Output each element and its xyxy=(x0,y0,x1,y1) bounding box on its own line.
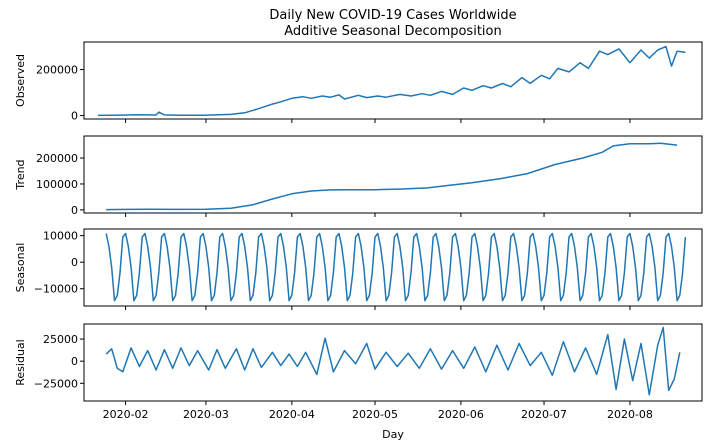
seasonal-ytick-label: 10000 xyxy=(43,230,78,243)
residual-line xyxy=(105,326,681,396)
trend-line xyxy=(106,142,678,211)
xtick-label: 2020-06 xyxy=(438,408,484,421)
seasonal-frame xyxy=(83,228,703,307)
seasonal-line xyxy=(105,232,687,302)
xtick-label: 2020-07 xyxy=(521,408,567,421)
xtick-label: 2020-05 xyxy=(352,408,398,421)
panel-observed: 0 200000 Observed xyxy=(14,41,703,123)
panel-seasonal: −10000 0 10000 Seasonal xyxy=(14,228,703,310)
panels-group: 0200000Observed0100000200000Trend−100000… xyxy=(14,41,703,405)
x-axis: 2020-02 2020-03 2020-04 2020-05 2020-06 2020-… xyxy=(103,408,653,421)
seasonal-ytick-label: −10000 xyxy=(34,283,78,296)
panel-residual: −25000 0 25000 Residual xyxy=(14,323,703,405)
observed-ytick-label: 0 xyxy=(71,110,78,123)
residual-ytick-label: 25000 xyxy=(43,333,78,346)
xtick-label: 2020-03 xyxy=(183,408,229,421)
observed-ytick-label: 200000 xyxy=(36,64,78,77)
chart-subtitle: Additive Seasonal Decomposition xyxy=(284,24,501,39)
trend-ytick-label: 100000 xyxy=(36,178,78,191)
residual-ytick-label: 0 xyxy=(71,355,78,368)
xtick-label: 2020-08 xyxy=(607,408,653,421)
seasonal-ylabel: Seasonal xyxy=(14,243,27,293)
observed-frame xyxy=(83,41,703,120)
chart-title: Daily New COVID-19 Cases Worldwide xyxy=(269,8,516,23)
residual-ytick-label: −25000 xyxy=(34,377,78,390)
trend-ylabel: Trend xyxy=(14,159,27,190)
panel-trend: 0 100000 200000 Trend xyxy=(14,135,703,217)
trend-ytick-label: 0 xyxy=(71,204,78,217)
residual-frame xyxy=(83,323,703,402)
trend-frame xyxy=(83,135,703,214)
x-axis-label: Day xyxy=(382,428,404,441)
seasonal-ytick-label: 0 xyxy=(71,256,78,269)
observed-ylabel: Observed xyxy=(14,54,27,107)
residual-ylabel: Residual xyxy=(14,339,27,385)
observed-line xyxy=(97,45,686,117)
xtick-label: 2020-04 xyxy=(269,408,315,421)
xtick-label: 2020-02 xyxy=(103,408,149,421)
trend-ytick-label: 200000 xyxy=(36,152,78,165)
